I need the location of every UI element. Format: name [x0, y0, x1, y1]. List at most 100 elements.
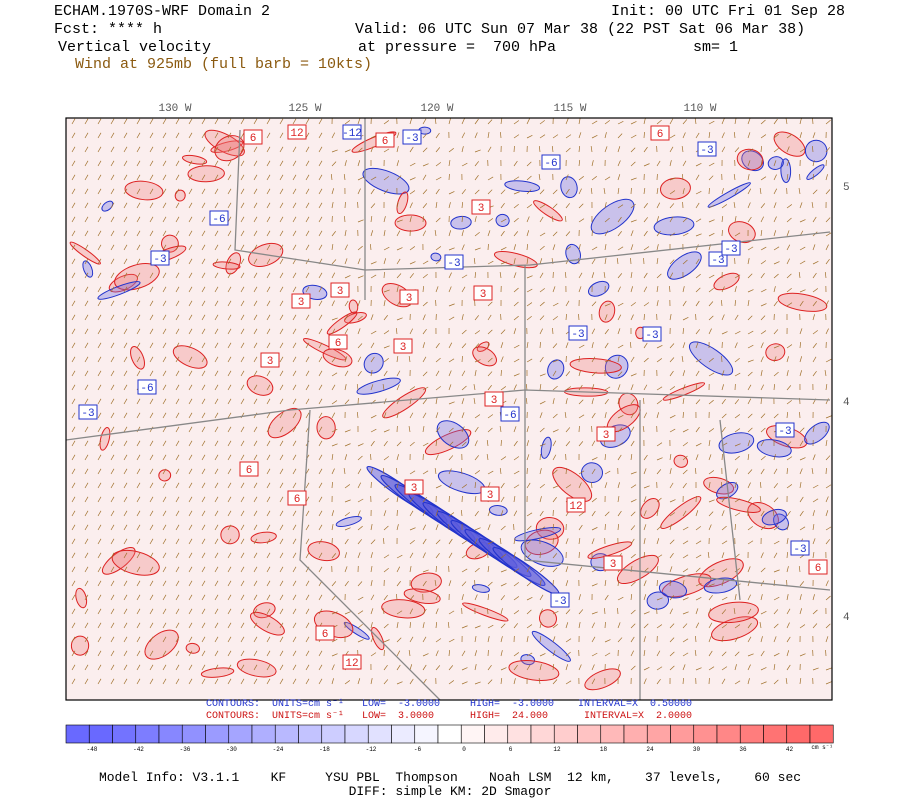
- wind-barb: [279, 398, 284, 405]
- wind-barb: [253, 188, 258, 195]
- wind-barb: [539, 384, 542, 391]
- wind-barb: [253, 440, 258, 447]
- wind-barb: [318, 524, 323, 531]
- wind-barb: [564, 216, 567, 223]
- wind-barb: [447, 622, 450, 629]
- wind-barb: [487, 260, 494, 265]
- wind-barb: [552, 370, 557, 377]
- wind-barb: [396, 610, 403, 615]
- wind-barb: [253, 454, 258, 461]
- wind-barb: [617, 146, 621, 153]
- wind-barb: [279, 118, 284, 125]
- wind-barb: [564, 272, 567, 279]
- updraft-contour: [158, 469, 172, 482]
- wind-barb: [578, 145, 581, 153]
- wind-barb: [253, 622, 258, 629]
- wind-barb: [214, 468, 219, 475]
- wind-barb: [240, 538, 245, 545]
- wind-barb: [409, 566, 412, 573]
- wind-barb: [578, 664, 582, 671]
- wind-barb: [721, 540, 728, 545]
- wind-barb: [487, 524, 491, 531]
- wind-barb: [435, 259, 441, 265]
- downdraft-contour: [646, 591, 670, 610]
- wind-barb: [643, 342, 648, 349]
- wind-barb: [188, 552, 193, 559]
- wind-barb: [84, 328, 89, 335]
- contour-label-box: [291, 293, 311, 309]
- wind-barb: [344, 149, 351, 153]
- wind-barb: [292, 118, 297, 125]
- wind-barb: [383, 537, 385, 545]
- wind-barb: [434, 468, 437, 475]
- wind-barb: [97, 146, 102, 153]
- wind-barb: [669, 177, 676, 181]
- wind-barb: [240, 636, 245, 643]
- wind-barb: [136, 482, 141, 489]
- wind-barb: [812, 288, 819, 293]
- wind-barb: [305, 356, 310, 363]
- wind-barb: [266, 538, 271, 545]
- wind-barb: [110, 650, 115, 657]
- wind-barb: [97, 118, 102, 125]
- wind-barb: [759, 481, 762, 489]
- wind-barb: [422, 356, 427, 363]
- wind-barb: [370, 678, 373, 685]
- wind-barb: [344, 680, 351, 685]
- downdraft-contour: [560, 176, 578, 199]
- wind-barb: [786, 538, 789, 545]
- wind-barb: [682, 188, 685, 195]
- longitude-label: 110 W: [683, 103, 716, 115]
- downdraft-contour: [658, 580, 688, 599]
- wind-barb: [71, 118, 76, 125]
- wind-barb: [292, 314, 297, 321]
- wind-barb: [408, 426, 411, 433]
- wind-barb: [435, 665, 441, 671]
- updraft-contour: [508, 660, 560, 682]
- wind-barb: [656, 566, 659, 573]
- wind-barb: [422, 524, 427, 531]
- contour-label: 6: [657, 129, 664, 141]
- wind-barb: [331, 553, 337, 559]
- wind-barb: [513, 470, 520, 475]
- wind-barb: [513, 315, 519, 321]
- wind-barb: [305, 650, 310, 657]
- wind-barb: [435, 370, 440, 377]
- wind-barb: [240, 216, 245, 223]
- wind-barb: [760, 413, 766, 419]
- wind-barb: [71, 202, 76, 209]
- contour-label: -6: [140, 383, 153, 395]
- wind-barb: [799, 496, 804, 503]
- wind-barb: [578, 188, 582, 195]
- wind-barb: [110, 566, 115, 573]
- wind-barb: [383, 330, 390, 335]
- wind-caption: Wind at 925mb (full barb = 10kts): [75, 56, 372, 73]
- wind-barb: [526, 581, 532, 587]
- wind-barb: [643, 188, 646, 195]
- wind-barb: [357, 343, 363, 349]
- wind-barb: [162, 412, 167, 419]
- wind-barb: [253, 300, 258, 307]
- wind-barb: [773, 526, 780, 531]
- wind-barb: [136, 552, 141, 559]
- wind-barb: [552, 469, 558, 475]
- wind-barb: [357, 258, 361, 265]
- wind-barb: [434, 580, 437, 587]
- wind-barb: [812, 538, 816, 545]
- wind-barb: [149, 356, 154, 363]
- wind-barb: [825, 258, 830, 265]
- wind-barb: [383, 525, 389, 531]
- wind-barb: [786, 400, 792, 405]
- wind-barb: [773, 261, 780, 265]
- wind-barb: [552, 203, 558, 209]
- wind-barb: [123, 608, 128, 615]
- wind-barb: [578, 176, 584, 181]
- wind-barb: [266, 412, 271, 419]
- wind-barb: [136, 566, 141, 573]
- wind-barb: [760, 246, 767, 251]
- wind-barb: [305, 678, 310, 685]
- wind-barb: [71, 496, 76, 503]
- wind-barb: [539, 373, 546, 377]
- wind-barb: [513, 398, 517, 405]
- wind-barb: [825, 232, 832, 237]
